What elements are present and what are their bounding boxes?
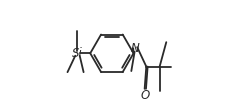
Text: O: O	[141, 89, 150, 102]
Text: N: N	[131, 42, 139, 55]
Text: Si: Si	[72, 47, 83, 60]
